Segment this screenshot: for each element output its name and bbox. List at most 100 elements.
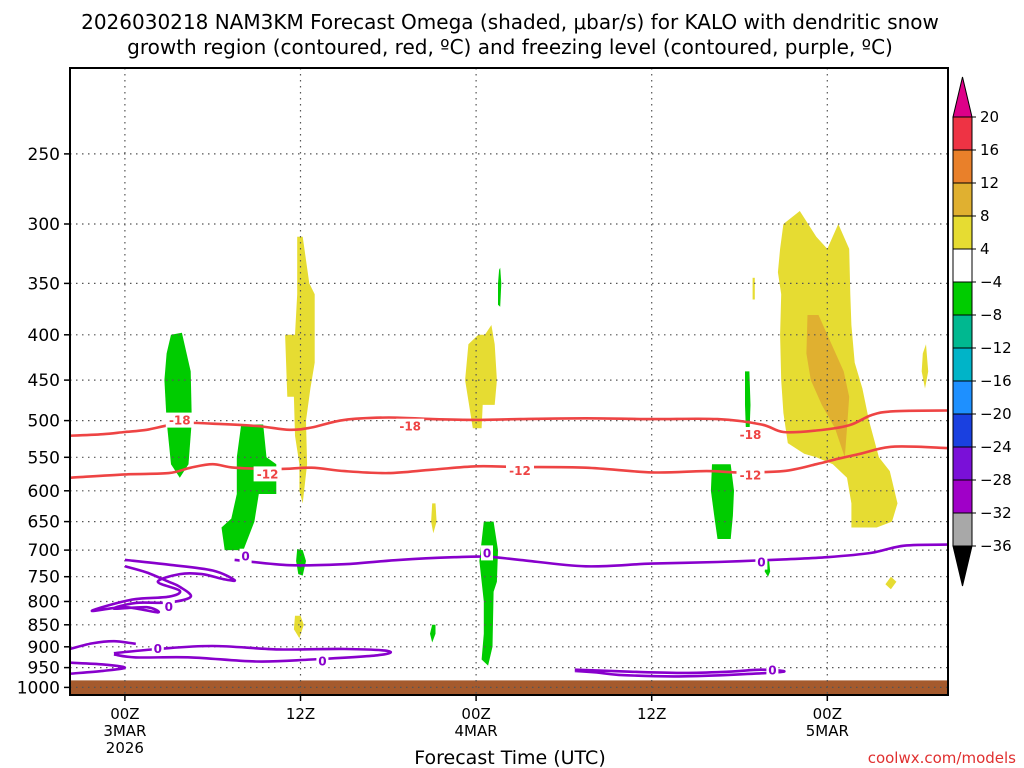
omega-region-9 — [285, 236, 315, 504]
x-tick-label-0-0: 00Z — [110, 705, 139, 723]
contour-line-7 — [574, 668, 786, 678]
contour-label-bg-4-2 — [755, 554, 768, 570]
y-tick-label-800: 800 — [28, 593, 60, 613]
omega-region-15 — [921, 344, 929, 389]
contour-label-bg-0-1 — [396, 418, 425, 434]
contour-label-0-1: -18 — [399, 420, 421, 434]
colorbar-segment-3 — [952, 215, 973, 250]
contour-label-bg-1-1 — [506, 463, 534, 479]
x-tick-label-64-1: 5MAR — [806, 722, 849, 740]
contour-label-bg-0-0 — [165, 412, 194, 428]
omega-region-12 — [431, 503, 437, 534]
y-tick-label-300: 300 — [28, 215, 60, 235]
colorbar-label-9: −20 — [980, 405, 1012, 423]
colorbar-segment-0 — [952, 116, 973, 151]
contour-label-4-0: 0 — [241, 550, 249, 564]
y-tick-label-850: 850 — [28, 616, 60, 636]
contour-label-0-0: -18 — [169, 414, 191, 428]
contour-line-6 — [113, 644, 393, 663]
y-tick-label-500: 500 — [28, 412, 60, 432]
contour-label-7-0: 0 — [768, 664, 776, 678]
contour-label-bg-4-1 — [481, 545, 493, 561]
temperature-contours: -18 -18 -18 -12 -12 -12 0 0 0 0 0 0 0 — [69, 409, 949, 678]
y-tick-label-250: 250 — [28, 145, 60, 165]
y-tick-label-700: 700 — [28, 541, 60, 561]
x-tick-label-48-0: 12Z — [637, 705, 666, 723]
omega-region-6 — [745, 371, 751, 436]
colorbar-label-8: −16 — [980, 372, 1012, 390]
omega-region-5 — [430, 624, 436, 643]
gridlines — [70, 68, 948, 695]
chart-title-line1: 2026030218 NAM3KM Forecast Omega (shaded… — [81, 10, 939, 34]
credit-text[interactable]: coolwx.com/models — [868, 749, 1016, 767]
colorbar-label-4: 4 — [980, 240, 990, 258]
colorbar-segment-7 — [952, 347, 973, 382]
colorbar-label-1: 16 — [980, 141, 999, 159]
contour-label-1-0: -12 — [257, 467, 279, 481]
contour-label-6-1: 0 — [318, 655, 326, 669]
contour-label-bg-1-2 — [736, 467, 765, 483]
y-tick-label-400: 400 — [28, 326, 60, 346]
plot-frame — [69, 67, 949, 696]
colorbar-segment-1 — [952, 149, 973, 184]
contour-label-bg-4-0 — [239, 548, 252, 564]
omega-region-11 — [465, 325, 497, 429]
colorbar-label-7: −12 — [980, 339, 1012, 357]
contour-label-bg-1-0 — [253, 466, 282, 482]
colorbar-label-13: −36 — [980, 537, 1012, 555]
colorbar-segment-4 — [952, 248, 973, 283]
y-tick-label-950: 950 — [28, 659, 60, 679]
contour-label-1-1: -12 — [509, 464, 531, 478]
y-tick-label-550: 550 — [28, 448, 60, 468]
x-tick-label-64-0: 00Z — [813, 705, 842, 723]
contour-label-4-1: 0 — [483, 546, 491, 560]
contour-line-4 — [234, 543, 949, 568]
contour-label-0-2: -18 — [740, 428, 762, 442]
colorbar-segment-9 — [952, 413, 973, 448]
colorbar-segment-2 — [952, 182, 973, 217]
omega-region-7 — [710, 464, 734, 539]
colorbar-segment-12 — [952, 512, 973, 547]
y-tick-label-350: 350 — [28, 274, 60, 294]
contour-line-3 — [69, 661, 127, 675]
omega-region-2 — [296, 549, 306, 576]
colorbar-label-5: −4 — [980, 273, 1002, 291]
omega-region-16 — [885, 576, 897, 590]
chart-title-line2: growth region (contoured, red, ºC) and f… — [127, 35, 893, 59]
omega-region-10 — [293, 615, 304, 639]
contour-label-bg-6-1 — [316, 653, 329, 669]
y-tick-label-900: 900 — [28, 638, 60, 658]
omega-region-1 — [221, 424, 277, 551]
x-axis-label: Forecast Time (UTC) — [414, 747, 605, 768]
colorbar-segment-8 — [952, 380, 973, 415]
y-axis: 2503003504004505005506006507007508008509… — [17, 145, 70, 698]
contour-line-2 — [69, 639, 136, 651]
contour-label-bg-5-0 — [162, 599, 175, 615]
y-tick-label-1000: 1000 — [17, 678, 60, 698]
contour-label-6-0: 0 — [154, 642, 162, 656]
y-tick-label-450: 450 — [28, 371, 60, 391]
colorbar-label-0: 20 — [980, 108, 999, 126]
x-tick-label-32-1: 4MAR — [455, 722, 498, 740]
contour-label-1-2: -12 — [740, 469, 762, 483]
omega-shading — [164, 211, 929, 666]
colorbar-label-10: −24 — [980, 438, 1012, 456]
contour-label-5-0: 0 — [165, 600, 173, 614]
contour-line-1 — [69, 445, 949, 479]
omega-region-0 — [164, 332, 192, 478]
x-tick-label-16-0: 12Z — [286, 705, 315, 723]
y-tick-label-600: 600 — [28, 482, 60, 502]
colorbar-label-3: 8 — [980, 207, 990, 225]
contour-line-5 — [90, 558, 237, 614]
x-tick-label-0-2: 2026 — [106, 739, 144, 757]
y-tick-label-650: 650 — [28, 513, 60, 533]
colorbar-label-2: 12 — [980, 174, 999, 192]
contour-label-bg-6-0 — [151, 641, 164, 656]
colorbar-segment-11 — [952, 479, 973, 514]
colorbar-label-12: −32 — [980, 504, 1012, 522]
contour-label-4-2: 0 — [757, 556, 765, 570]
colorbar-label-11: −28 — [980, 471, 1012, 489]
colorbar-label-6: −8 — [980, 306, 1002, 324]
